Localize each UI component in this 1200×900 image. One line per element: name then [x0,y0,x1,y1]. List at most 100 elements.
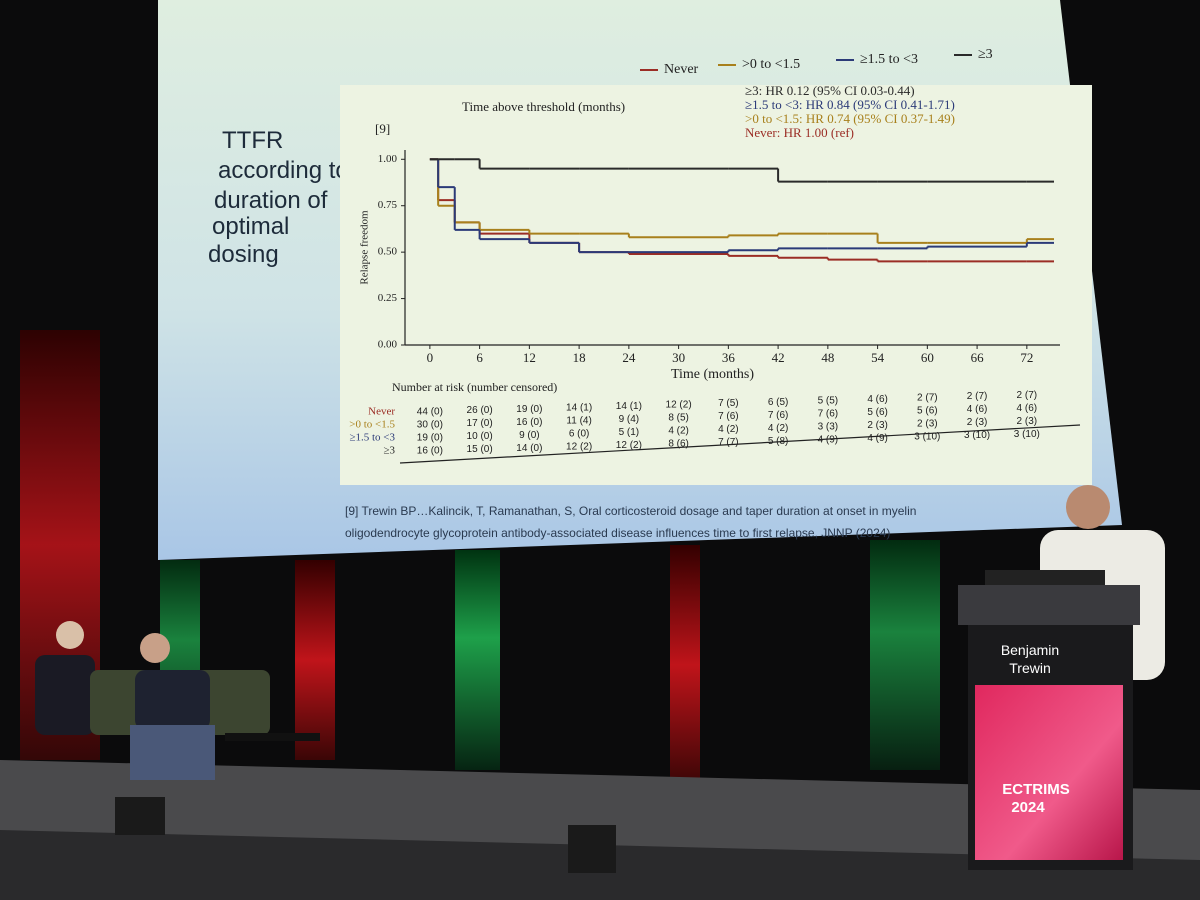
legend-label: ≥3 [978,47,993,62]
risk-cell: 5 (6) [917,406,938,417]
risk-cell: 14 (0) [516,443,542,454]
risk-cell: 3 (10) [914,432,940,443]
risk-cell: 2 (7) [967,391,988,402]
legend-label: >0 to <1.5 [742,57,800,72]
x-tick-label: 30 [672,350,685,365]
y-tick-label: 0.00 [378,339,398,351]
curtain-light [870,540,940,770]
risk-cell: 19 (0) [516,404,542,415]
risk-cell: 26 (0) [467,405,493,416]
risk-cell: 7 (7) [718,437,739,448]
y-tick-label: 0.50 [378,246,398,258]
risk-cell: 10 (0) [467,431,493,442]
risk-cell: 16 (0) [516,417,542,428]
curtain-light [295,560,335,760]
person [135,670,210,730]
risk-cell: 12 (2) [616,440,642,451]
ref: [9] [375,121,390,136]
risk-cell: 9 (4) [619,414,640,425]
risk-cell: 44 (0) [417,407,443,418]
x-tick-label: 12 [523,350,536,365]
x-tick-label: 48 [821,350,834,365]
citation: [9] Trewin BP…Kalincik, T, Ramanathan, S… [345,504,916,540]
risk-cell: 12 (2) [666,400,692,411]
risk-row-label: ≥3 [383,445,395,457]
x-tick-label: 60 [921,350,934,365]
chart: 0.00 0.25 0.50 0.75 1.00 0 6 12 18 24 30 36 42 48 54 60… [349,47,1081,464]
risk-cell: 8 (5) [668,413,689,424]
podium-top [958,585,1140,625]
table [225,733,320,741]
risk-cell: 2 (3) [917,419,938,430]
risk-cell: 2 (7) [1017,390,1038,401]
risk-cell: 4 (9) [867,433,888,444]
y-axis-label: Relapse freedom [359,210,371,285]
risk-cell: 7 (6) [818,408,839,419]
risk-cell: 4 (2) [718,424,739,435]
risk-cell: 19 (0) [417,433,443,444]
risk-row-label: >0 to <1.5 [349,419,395,431]
speaker-head [1066,485,1110,529]
risk-cell: 7 (6) [768,410,789,421]
x-axis-label: Time (months) [671,367,754,382]
risk-cell: 2 (7) [917,393,938,404]
x-tick-label: 6 [476,350,483,365]
podium-banner [975,685,1123,860]
risk-cell: 7 (5) [718,398,739,409]
risk-cell: 5 (1) [619,427,640,438]
y-tick-label: 0.25 [378,292,398,304]
hr-annotation: ≥1.5 to <3: HR 0.84 (95% CI 0.41-1.71) [745,97,955,112]
person [35,655,95,735]
risk-cell: 9 (0) [519,430,540,441]
speaker-box [568,825,616,873]
risk-cell: 3 (10) [1014,429,1040,440]
x-tick-label: 72 [1020,350,1033,365]
risk-cell: 4 (9) [818,434,839,445]
podium-name: Benjamin Trewin [1001,642,1059,676]
risk-table-title: Number at risk (number censored) [392,380,557,394]
risk-cell: 3 (10) [964,430,990,441]
risk-table-rule [399,424,1081,464]
risk-cell: 17 (0) [467,418,493,429]
hr-annotation: ≥3: HR 0.12 (95% CI 0.03-0.44) [745,83,915,98]
risk-cell: 4 (2) [768,423,789,434]
curtain-light [455,550,500,770]
logo: ECTRIMS 2024 [1002,781,1070,816]
risk-cell: 6 (0) [569,428,590,439]
x-tick-label: 36 [722,350,736,365]
y-tick-label: 0.75 [378,199,398,211]
risk-cell: 4 (6) [967,404,988,415]
legend-title: Time above threshold (months) [462,99,625,114]
risk-cell: 12 (2) [566,441,592,452]
curtain-light [670,545,700,785]
risk-cell: 4 (6) [867,394,888,405]
hr-annotation: >0 to <1.5: HR 0.74 (95% CI 0.37-1.49) [745,111,955,126]
x-tick-label: 66 [971,350,985,365]
risk-row-label: Never [368,406,395,418]
risk-cell: 4 (2) [668,426,689,437]
legend-label: ≥1.5 to <3 [860,52,918,67]
x-tick-label: 54 [871,350,885,365]
speaker-box [115,797,165,835]
laptop [985,570,1105,586]
person-legs [130,725,215,780]
risk-cell: 2 (3) [1017,416,1038,427]
risk-cell: 30 (0) [417,420,443,431]
risk-cell: 5 (6) [867,407,888,418]
legend-label: Never [664,62,699,77]
risk-cell: 8 (6) [668,439,689,450]
risk-cell: 3 (3) [818,421,839,432]
risk-cell: 15 (0) [467,444,493,455]
risk-cell: 2 (3) [867,420,888,431]
x-tick-label: 18 [573,350,586,365]
risk-cell: 2 (3) [967,417,988,428]
risk-row-label: ≥1.5 to <3 [349,432,395,444]
y-tick-label: 1.00 [378,153,398,165]
risk-cell: 11 (4) [566,415,591,426]
risk-cell: 14 (1) [616,401,642,412]
person-head [56,621,84,649]
chart-panel [340,85,1092,485]
x-tick-label: 42 [772,350,785,365]
slide-title-1: TTFR according to duration of optimal dosing [208,127,349,268]
